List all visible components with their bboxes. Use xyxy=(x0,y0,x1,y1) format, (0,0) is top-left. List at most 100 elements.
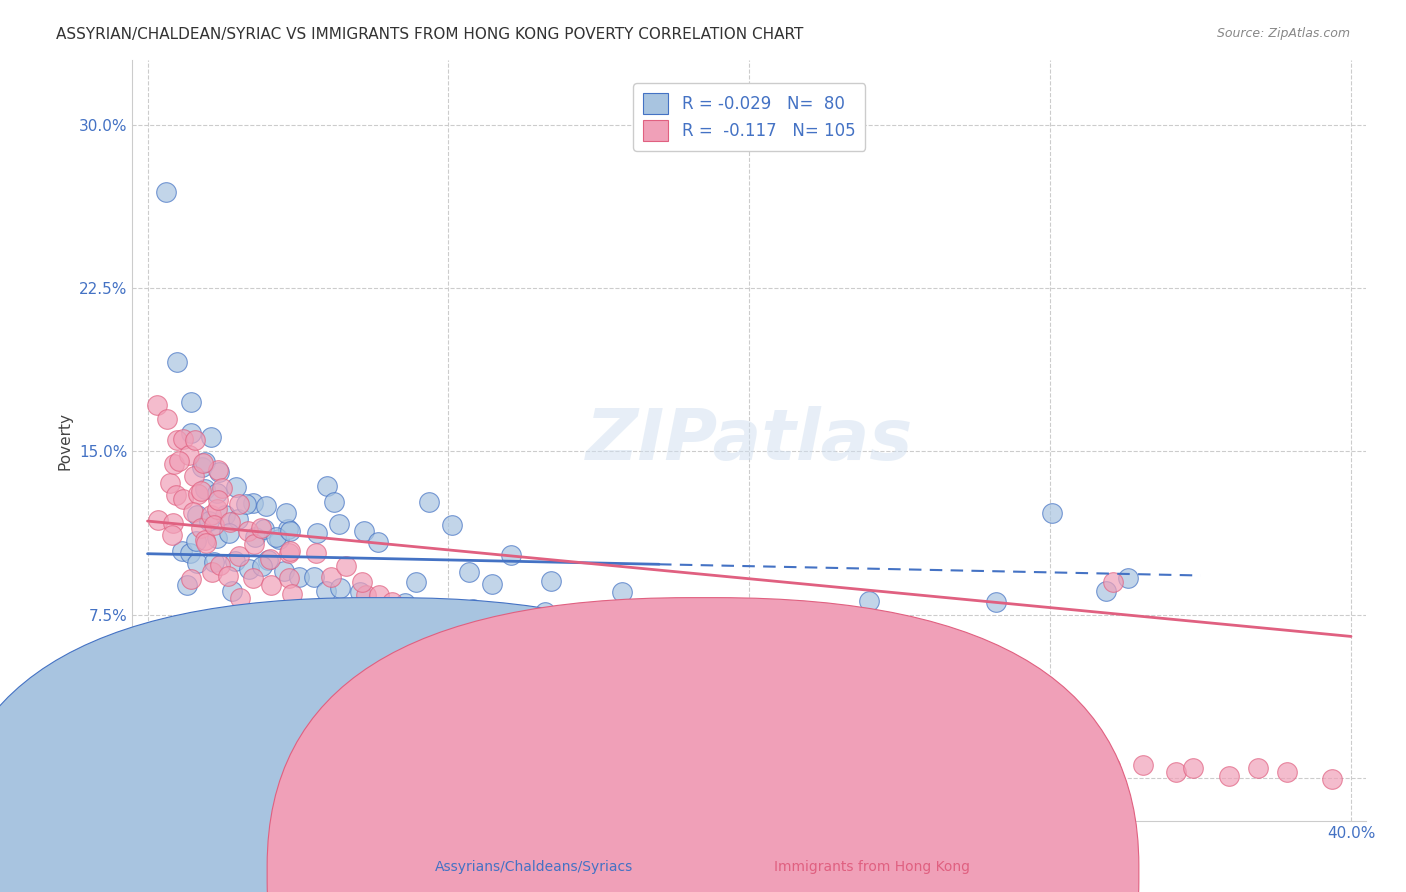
Point xyxy=(179,546,201,560)
Point xyxy=(209,558,232,572)
Point xyxy=(405,574,427,589)
Point xyxy=(329,582,352,596)
Point xyxy=(242,571,264,585)
Point xyxy=(671,673,693,687)
Point xyxy=(180,395,202,409)
Point xyxy=(323,495,346,509)
Point xyxy=(357,771,380,785)
Point xyxy=(172,491,194,506)
Point xyxy=(1320,772,1343,786)
Point xyxy=(202,555,225,569)
Point xyxy=(201,566,224,580)
Point xyxy=(436,624,458,638)
Point xyxy=(464,615,486,630)
Point xyxy=(181,505,204,519)
Point xyxy=(458,565,481,579)
Point xyxy=(277,522,299,536)
Point xyxy=(228,549,250,563)
Point xyxy=(1182,761,1205,775)
Point xyxy=(267,532,290,546)
Point xyxy=(211,481,233,495)
Point xyxy=(443,614,465,628)
Point xyxy=(664,668,686,682)
Point xyxy=(253,522,276,536)
Point xyxy=(922,722,945,736)
Point xyxy=(221,584,243,599)
Y-axis label: Poverty: Poverty xyxy=(58,411,72,469)
Text: ZIPatlas: ZIPatlas xyxy=(585,406,912,475)
Point xyxy=(463,602,485,616)
Point xyxy=(257,715,280,730)
Point xyxy=(207,532,229,546)
Point xyxy=(318,756,340,771)
Text: Immigrants from Hong Kong: Immigrants from Hong Kong xyxy=(773,860,970,874)
Point xyxy=(208,735,231,749)
Point xyxy=(1247,761,1270,775)
Point xyxy=(278,571,301,585)
Point xyxy=(143,690,166,705)
Point xyxy=(250,558,273,573)
Point xyxy=(1064,737,1087,751)
Point xyxy=(335,558,357,573)
Point xyxy=(346,769,368,783)
Point xyxy=(1218,769,1240,783)
Point xyxy=(436,776,458,790)
Point xyxy=(183,433,205,447)
Text: Assyrians/Chaldeans/Syriacs: Assyrians/Chaldeans/Syriacs xyxy=(434,860,634,874)
Point xyxy=(162,516,184,530)
Point xyxy=(228,497,250,511)
Point xyxy=(1275,765,1298,780)
Point xyxy=(321,569,343,583)
Point xyxy=(307,526,329,541)
Point xyxy=(1005,731,1028,745)
Point xyxy=(256,553,278,567)
Point xyxy=(172,432,194,446)
Point xyxy=(526,637,548,651)
Point xyxy=(368,588,391,602)
Point xyxy=(229,591,252,606)
Point xyxy=(146,512,169,526)
Point xyxy=(401,770,423,784)
Point xyxy=(418,495,440,509)
Point xyxy=(194,533,217,548)
Point xyxy=(198,514,221,528)
Point xyxy=(276,507,298,521)
Point xyxy=(195,681,218,696)
Point xyxy=(235,739,257,753)
Point xyxy=(232,710,254,724)
Point xyxy=(156,412,179,426)
Point xyxy=(194,455,217,469)
Point xyxy=(353,524,375,539)
Point xyxy=(218,525,240,540)
Point xyxy=(1095,584,1118,599)
Point xyxy=(259,552,281,566)
Point xyxy=(205,660,228,674)
Point xyxy=(236,524,259,539)
Text: Source: ZipAtlas.com: Source: ZipAtlas.com xyxy=(1216,27,1350,40)
Point xyxy=(205,486,228,500)
Point xyxy=(214,508,236,522)
Point xyxy=(441,517,464,532)
Point xyxy=(180,425,202,440)
Point xyxy=(264,529,287,543)
Point xyxy=(703,677,725,691)
Point xyxy=(800,700,823,714)
Point xyxy=(1132,758,1154,772)
Point xyxy=(1098,758,1121,772)
Point xyxy=(250,521,273,535)
Point xyxy=(614,647,637,661)
Point xyxy=(181,666,204,681)
Point xyxy=(302,570,325,584)
Point xyxy=(278,546,301,560)
Point xyxy=(187,487,209,501)
Point xyxy=(281,587,304,601)
Point xyxy=(200,508,222,522)
Point xyxy=(901,709,924,723)
Point xyxy=(162,528,184,542)
Point xyxy=(278,524,301,538)
Point xyxy=(163,457,186,471)
Point xyxy=(1118,571,1140,585)
Point xyxy=(984,594,1007,608)
Point xyxy=(540,574,562,588)
Point xyxy=(561,646,583,660)
